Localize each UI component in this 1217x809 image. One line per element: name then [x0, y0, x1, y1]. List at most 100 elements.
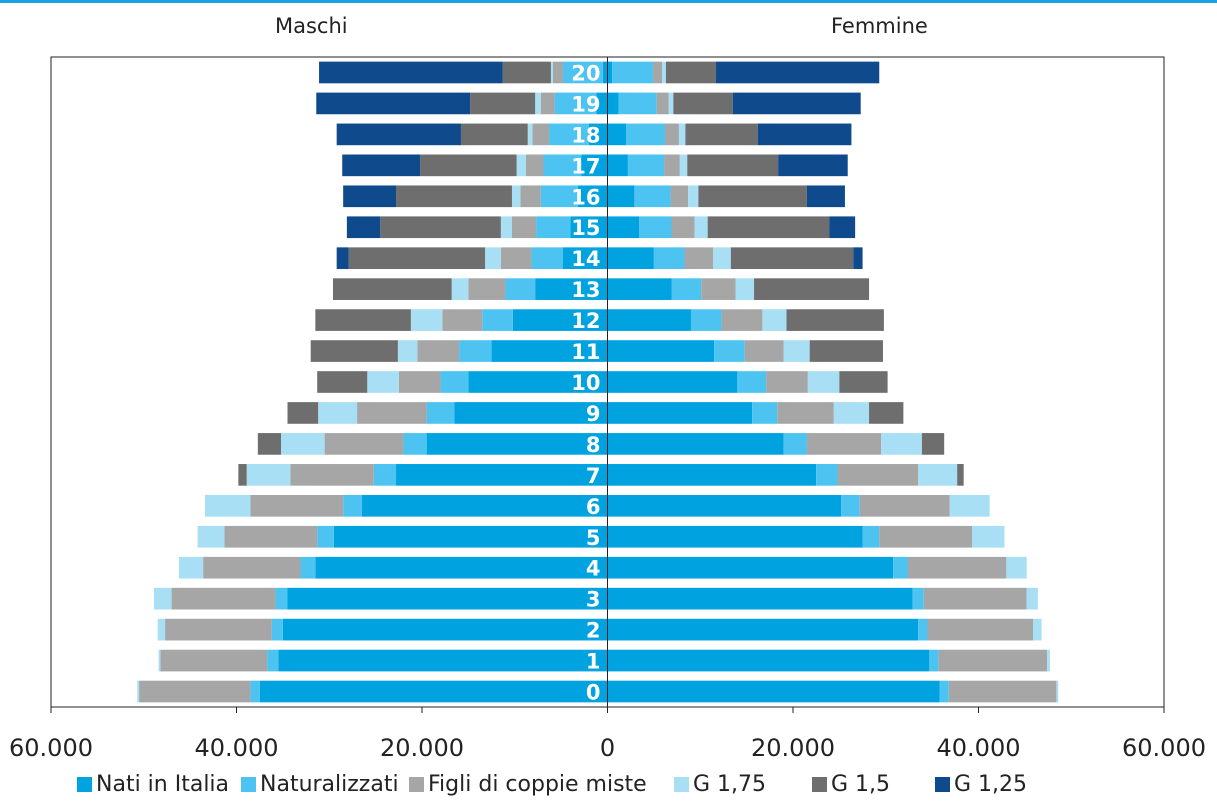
bar-femmine-age-17-series-3 [679, 154, 688, 177]
age-label-14: 14 [571, 247, 600, 271]
bar-maschi-age-16-series-2 [520, 185, 541, 208]
bar-femmine-age-12-series-1 [690, 309, 722, 331]
bar-maschi-age-8-series-1 [403, 433, 427, 455]
legend-swatch-4 [812, 777, 827, 792]
bar-maschi-age-1-series-0 [278, 649, 608, 672]
bar-maschi-age-8-series-2 [324, 433, 404, 455]
bar-femmine-age-16-series-0 [607, 185, 635, 208]
bar-maschi-age-14-series-4 [348, 247, 486, 270]
x-tick-label-2: 20.000 [380, 734, 464, 762]
bar-maschi-age-10-series-0 [468, 371, 608, 393]
bar-maschi-age-18-series-1 [549, 123, 589, 146]
bar-femmine-age-17-series-5 [778, 154, 848, 177]
bar-femmine-age-13-series-1 [671, 278, 702, 300]
bar-maschi-age-18-series-0 [588, 123, 608, 146]
bar-maschi-age-19-series-1 [554, 92, 597, 115]
bar-maschi-age-20-series-0 [602, 61, 608, 84]
bar-femmine-age-7-series-4 [957, 464, 964, 486]
bar-femmine-age-6-series-0 [607, 494, 842, 517]
bar-femmine-age-2-series-1 [918, 618, 928, 641]
bar-femmine-age-11-series-1 [714, 340, 745, 362]
bar-femmine-age-0-series-2 [948, 680, 1057, 703]
age-label-5: 5 [586, 526, 601, 550]
age-label-4: 4 [586, 557, 601, 581]
bar-femmine-age-20-series-5 [716, 61, 880, 84]
bar-femmine-age-4-series-3 [1006, 556, 1027, 579]
bar-femmine-age-19-series-4 [673, 92, 733, 115]
bar-maschi-age-15-series-3 [500, 216, 512, 239]
bar-femmine-age-2-series-2 [927, 618, 1034, 641]
x-tick-label-4: 20.000 [751, 734, 835, 762]
bar-maschi-age-8-series-4 [257, 433, 282, 455]
bar-maschi-age-7-series-0 [396, 464, 608, 486]
bar-maschi-age-19-series-4 [470, 92, 536, 115]
bar-femmine-age-16-series-5 [806, 185, 845, 208]
bar-maschi-age-12-series-3 [410, 309, 443, 331]
bar-femmine-age-9-series-4 [869, 402, 904, 424]
bar-femmine-age-20-series-1 [612, 61, 653, 84]
bar-maschi-age-18-series-4 [460, 123, 528, 146]
bar-femmine-age-13-series-3 [735, 278, 755, 300]
legend-label-4: G 1,5 [831, 772, 891, 797]
bar-maschi-age-8-series-0 [426, 433, 608, 455]
bar-femmine-age-3-series-1 [912, 587, 924, 610]
age-label-15: 15 [571, 216, 600, 240]
bar-femmine-age-17-series-0 [607, 154, 628, 177]
bar-femmine-age-15-series-1 [639, 216, 672, 239]
bar-maschi-age-13-series-1 [505, 278, 536, 300]
bar-maschi-age-10-series-2 [398, 371, 441, 393]
bar-femmine-age-7-series-1 [816, 464, 838, 486]
bar-femmine-age-13-series-4 [754, 278, 870, 300]
bar-femmine-age-20-series-0 [607, 61, 613, 84]
bar-maschi-age-10-series-1 [440, 371, 469, 393]
bar-maschi-age-13-series-4 [332, 278, 452, 300]
bar-maschi-age-17-series-2 [525, 154, 544, 177]
bar-femmine-age-1-series-0 [607, 649, 930, 672]
bar-maschi-age-17-series-1 [543, 154, 582, 177]
bar-maschi-age-6-series-1 [343, 494, 362, 517]
x-tick-label-0: 60.000 [9, 734, 93, 762]
legend-item-1: Naturalizzati [241, 772, 399, 797]
bar-maschi-age-15-series-2 [511, 216, 537, 239]
age-label-18: 18 [571, 123, 600, 147]
bar-femmine-age-10-series-2 [766, 371, 808, 393]
bar-femmine-age-18-series-2 [665, 123, 679, 146]
age-label-17: 17 [571, 154, 600, 178]
bar-femmine-age-3-series-0 [607, 587, 913, 610]
age-label-7: 7 [586, 464, 601, 488]
bar-maschi-age-0-series-3 [137, 680, 140, 703]
bar-femmine-age-16-series-3 [688, 185, 699, 208]
bar-femmine-age-18-series-1 [626, 123, 666, 146]
bar-femmine-age-9-series-0 [607, 402, 753, 424]
bars-group [137, 61, 1059, 703]
age-label-3: 3 [586, 588, 601, 612]
bar-maschi-age-16-series-4 [396, 185, 512, 208]
bar-femmine-age-14-series-1 [653, 247, 685, 270]
left-side-title: Maschi [275, 14, 348, 38]
bar-femmine-age-11-series-0 [607, 340, 715, 362]
bar-femmine-age-9-series-1 [752, 402, 778, 424]
bar-femmine-age-16-series-2 [670, 185, 689, 208]
bar-maschi-age-9-series-2 [357, 402, 427, 424]
bar-femmine-age-14-series-2 [684, 247, 714, 270]
age-label-16: 16 [571, 185, 600, 209]
bar-femmine-age-15-series-4 [707, 216, 830, 239]
legend-swatch-3 [674, 777, 689, 792]
age-label-13: 13 [571, 278, 600, 302]
bar-maschi-age-20-series-5 [319, 61, 503, 84]
bar-maschi-age-20-series-1 [562, 61, 603, 84]
bar-femmine-age-8-series-4 [921, 433, 945, 455]
bar-femmine-age-20-series-2 [652, 61, 663, 84]
bar-femmine-age-8-series-2 [806, 433, 882, 455]
bar-maschi-age-18-series-3 [527, 123, 533, 146]
legend-item-2: Figli di coppie miste [409, 772, 647, 797]
bar-maschi-age-14-series-5 [336, 247, 349, 270]
bar-femmine-age-18-series-4 [685, 123, 758, 146]
bar-maschi-age-13-series-2 [468, 278, 506, 300]
bar-femmine-age-18-series-3 [678, 123, 686, 146]
bar-maschi-age-11-series-0 [491, 340, 608, 362]
bar-femmine-age-20-series-4 [665, 61, 717, 84]
bar-femmine-age-4-series-0 [607, 556, 894, 579]
age-label-6: 6 [586, 495, 601, 519]
